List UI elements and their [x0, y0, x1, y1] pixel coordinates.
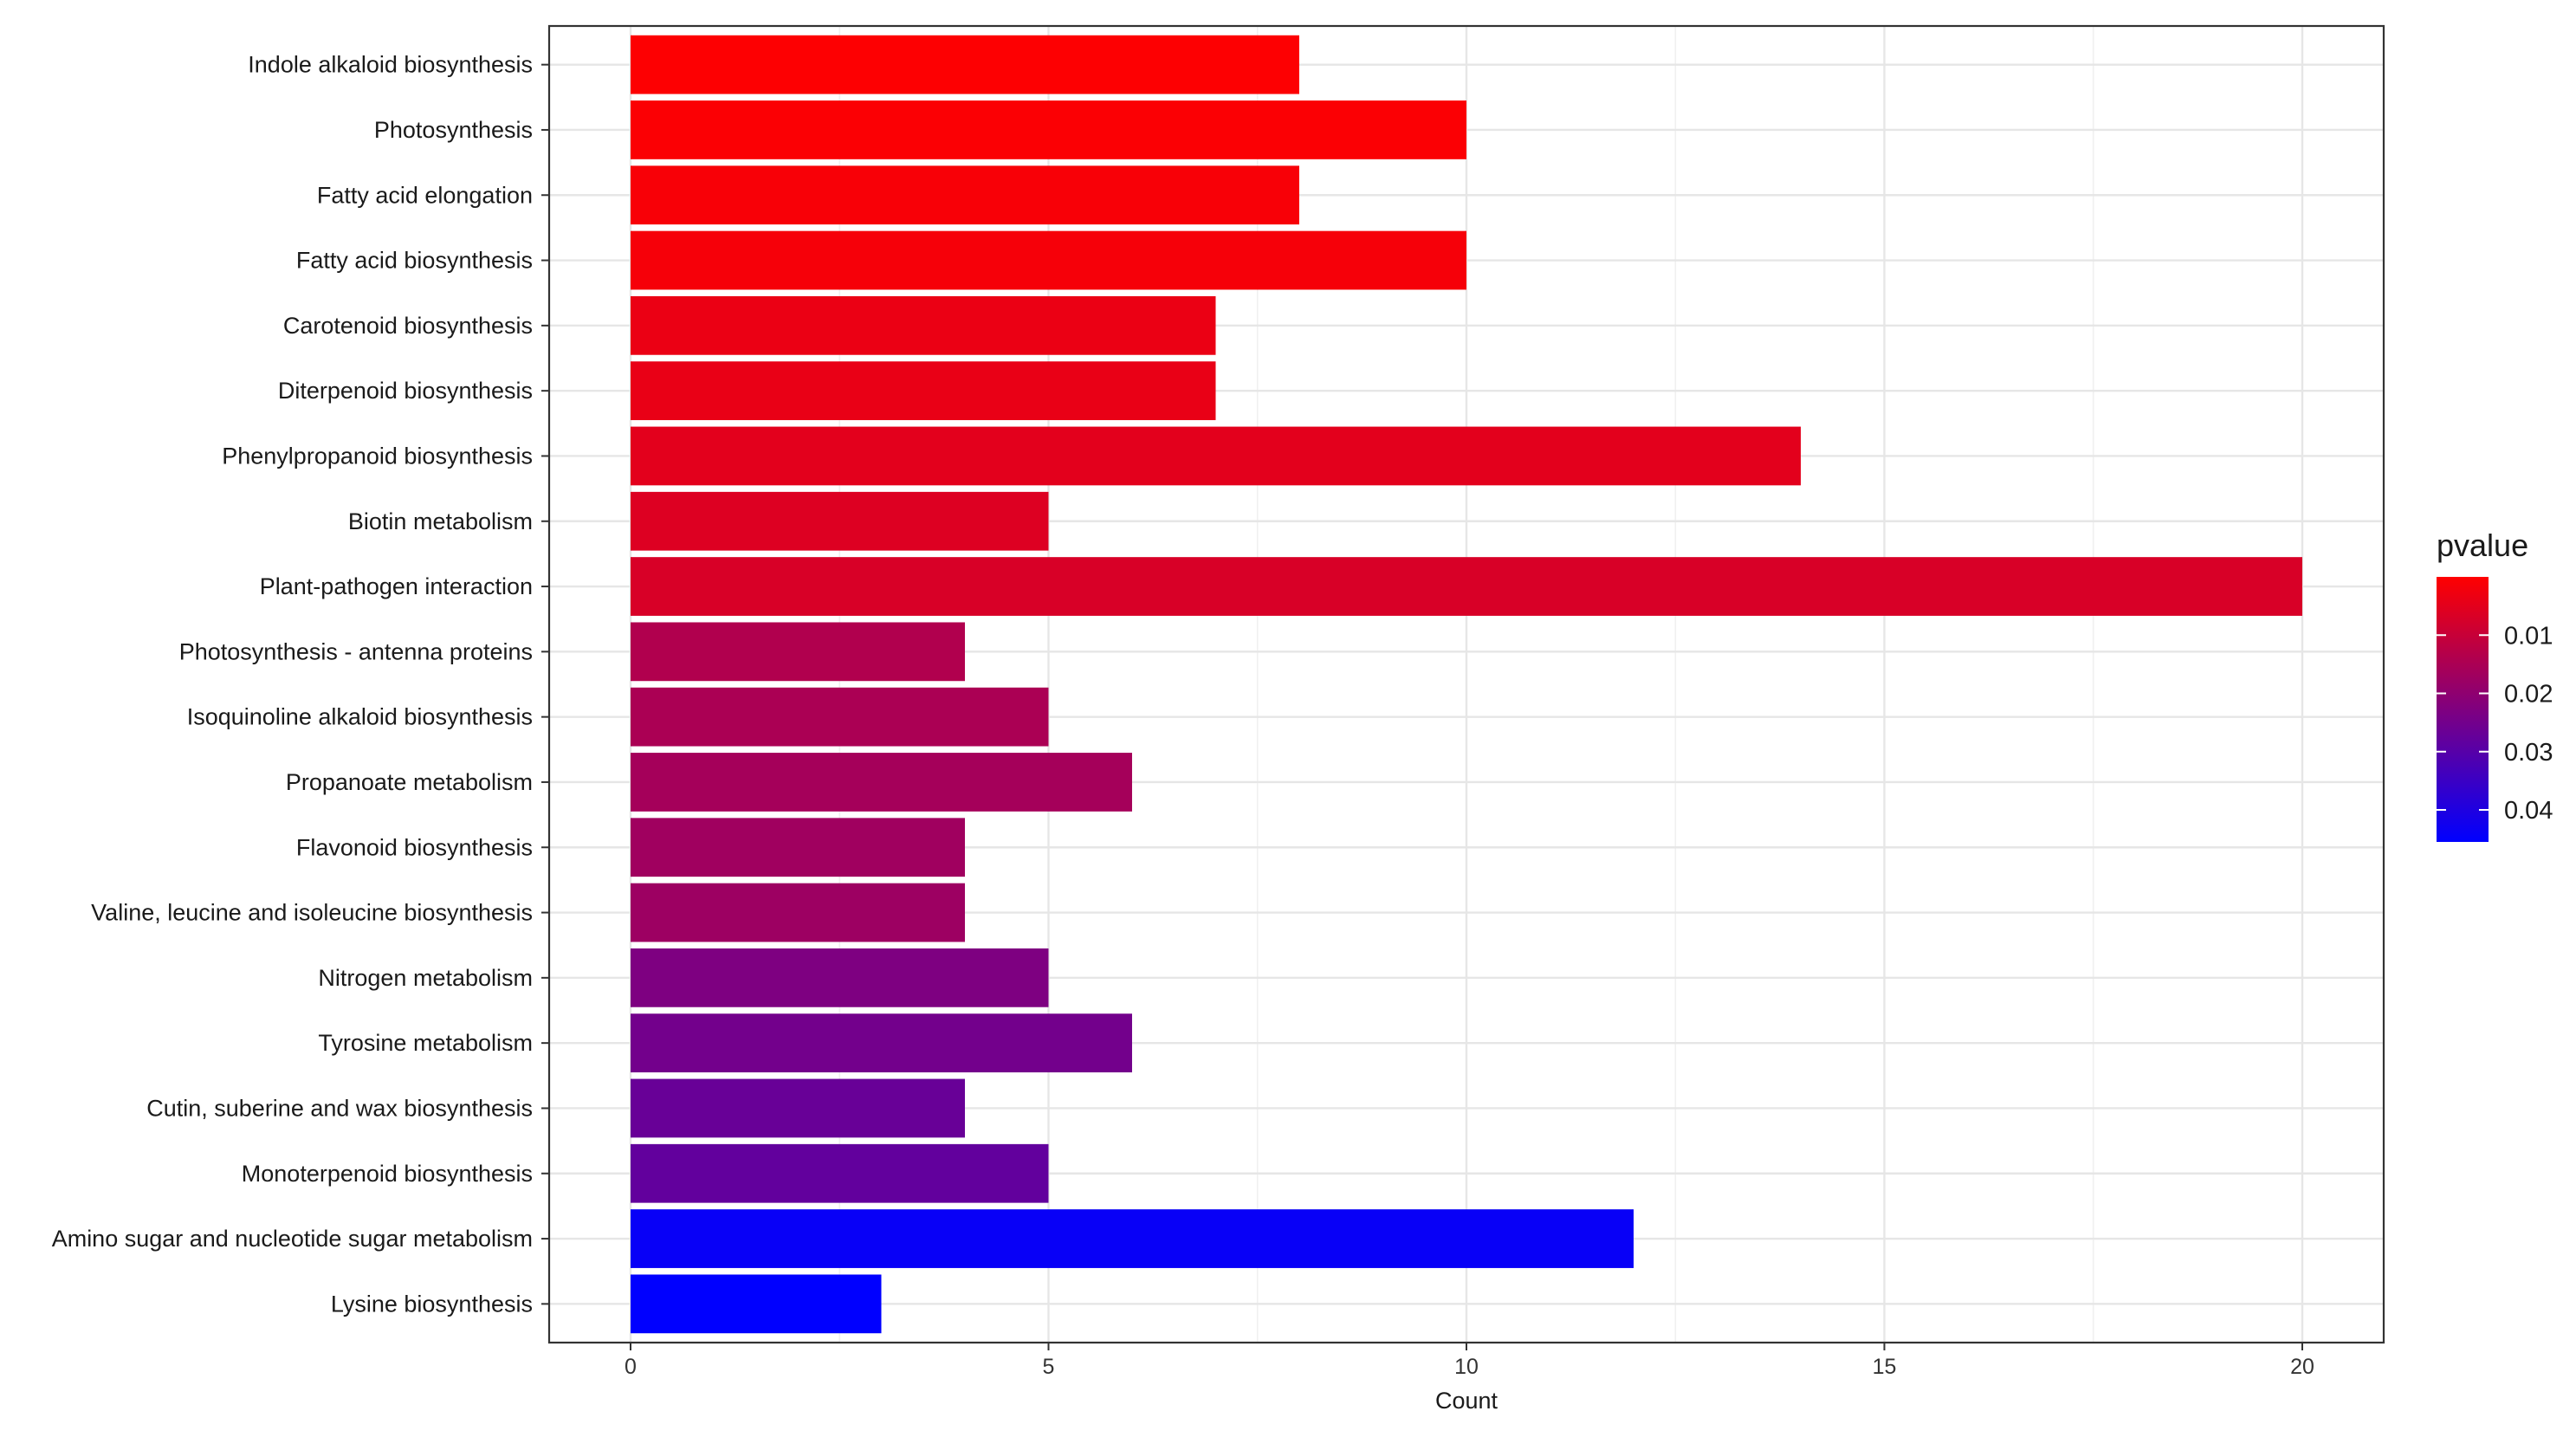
- bar: [631, 1078, 965, 1138]
- bars: [631, 35, 2302, 1334]
- y-tick-label: Flavonoid biosynthesis: [296, 834, 533, 860]
- legend-tick-label: 0.02: [2504, 681, 2553, 709]
- bar: [631, 230, 1466, 290]
- legend-tick-label: 0.01: [2504, 622, 2553, 650]
- y-tick-label: Propanoate metabolism: [286, 769, 533, 795]
- bar: [631, 1274, 882, 1334]
- y-tick-label: Phenylpropanoid biosynthesis: [222, 443, 533, 469]
- y-tick-label: Photosynthesis: [374, 117, 533, 143]
- legend-title: pvalue: [2437, 528, 2528, 563]
- legend: pvalue 0.01 0.02 0.03 0.04: [2437, 528, 2553, 842]
- bar: [631, 883, 965, 942]
- x-axis-title: Count: [1435, 1388, 1498, 1414]
- x-tick-label: 5: [1043, 1355, 1055, 1379]
- x-tick-label: 10: [1454, 1355, 1479, 1379]
- y-tick-label: Biotin metabolism: [348, 508, 533, 534]
- bar: [631, 753, 1132, 812]
- bar: [631, 100, 1466, 159]
- y-tick-label: Indole alkaloid biosynthesis: [248, 52, 533, 78]
- legend-colorbar: [2437, 577, 2489, 842]
- y-tick-label: Monoterpenoid biosynthesis: [242, 1161, 533, 1187]
- y-tick-label: Isoquinoline alkaloid biosynthesis: [187, 704, 533, 730]
- bar: [631, 1013, 1132, 1073]
- y-tick-label: Amino sugar and nucleotide sugar metabol…: [52, 1226, 533, 1252]
- y-tick-label: Cutin, suberine and wax biosynthesis: [146, 1095, 533, 1121]
- y-tick-label: Fatty acid biosynthesis: [296, 248, 533, 274]
- x-tick-label: 20: [2290, 1355, 2314, 1379]
- bar: [631, 361, 1216, 421]
- bar: [631, 948, 1049, 1007]
- bar: [631, 687, 1049, 747]
- y-axis: Indole alkaloid biosynthesis Photosynthes…: [52, 52, 549, 1317]
- y-tick-label: Nitrogen metabolism: [318, 965, 533, 991]
- y-tick-label: Fatty acid elongation: [317, 182, 533, 208]
- y-tick-label: Valine, leucine and isoleucine biosynthe…: [91, 900, 533, 926]
- y-tick-label: Photosynthesis - antenna proteins: [179, 638, 533, 664]
- bar: [631, 1143, 1049, 1203]
- y-tick-label: Lysine biosynthesis: [331, 1291, 533, 1317]
- x-axis: 0 5 10 15 20: [625, 1343, 2314, 1379]
- y-tick-label: Diterpenoid biosynthesis: [278, 378, 533, 404]
- bar: [631, 557, 2302, 616]
- bar: [631, 818, 965, 877]
- y-tick-label: Tyrosine metabolism: [318, 1030, 533, 1056]
- bar: [631, 35, 1299, 94]
- bar: [631, 426, 1801, 486]
- x-tick-label: 0: [625, 1355, 637, 1379]
- bar: [631, 295, 1216, 355]
- x-tick-label: 15: [1873, 1355, 1897, 1379]
- legend-tick-label: 0.03: [2504, 739, 2553, 767]
- y-tick-label: Carotenoid biosynthesis: [283, 313, 533, 339]
- bar: [631, 1209, 1634, 1268]
- bar: [631, 165, 1299, 225]
- bar: [631, 622, 965, 682]
- y-tick-label: Plant-pathogen interaction: [260, 573, 533, 599]
- legend-tick-label: 0.04: [2504, 797, 2553, 825]
- bar: [631, 491, 1049, 551]
